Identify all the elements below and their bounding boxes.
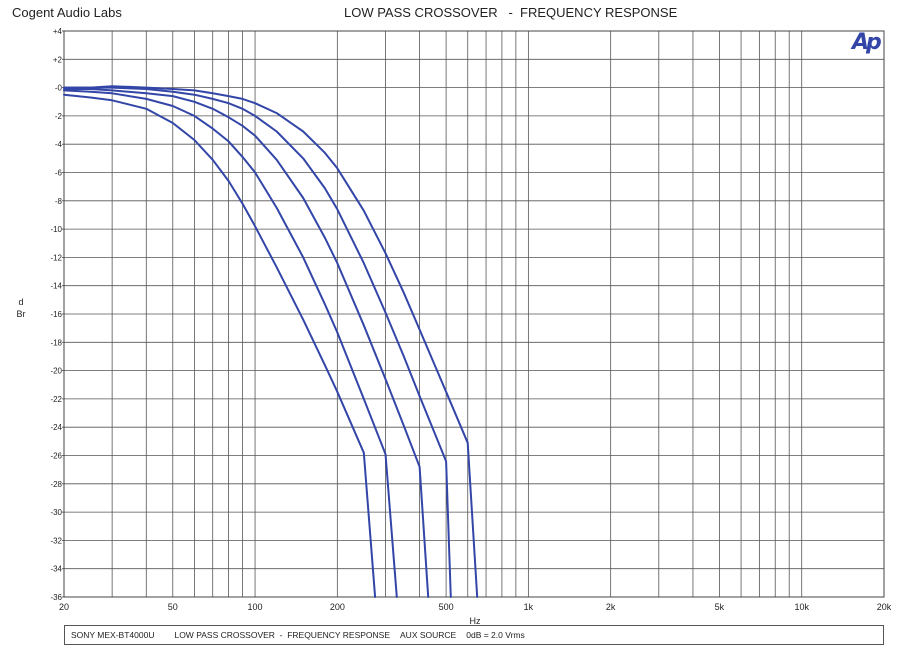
y-tick-label: -18 <box>50 338 62 347</box>
series-line-1 <box>63 93 377 598</box>
x-tick-label: 200 <box>330 602 345 612</box>
x-tick-label: 2k <box>606 602 616 612</box>
y-tick-label: -14 <box>50 282 62 291</box>
y-tick-label: -36 <box>50 593 62 602</box>
y-tick-label: -16 <box>50 310 62 319</box>
series-line-4 <box>63 86 452 598</box>
x-tick-label: 20k <box>877 602 892 612</box>
grid <box>63 30 885 598</box>
y-tick-label: -12 <box>50 253 62 262</box>
x-tick-label: 20 <box>59 602 69 612</box>
series-line-2 <box>63 89 398 598</box>
y-tick-label: -22 <box>50 395 62 404</box>
y-tick-label: -0 <box>55 84 63 93</box>
y-tick-label: -6 <box>55 169 63 178</box>
footer-device: SONY MEX-BT4000U <box>71 630 155 640</box>
y-tick-label: -28 <box>50 480 62 489</box>
y-tick-label: +4 <box>53 27 63 36</box>
series-line-3 <box>63 88 430 598</box>
ap-logo: Ap <box>852 30 882 55</box>
y-axis-label: dBr <box>16 297 26 319</box>
y-tick-label: +2 <box>53 55 63 64</box>
x-axis-label: Hz <box>470 616 481 626</box>
y-tick-label: -24 <box>50 423 62 432</box>
x-tick-labels: 20 50 100 200 500 1k 2k 5k 10k 20k <box>59 602 892 612</box>
x-tick-label: 500 <box>439 602 454 612</box>
series-line-5 <box>63 85 479 598</box>
y-tick-label: -4 <box>55 140 63 149</box>
y-tick-label: -20 <box>50 367 62 376</box>
footer-source: AUX SOURCE <box>400 630 457 640</box>
y-tick-label: -8 <box>55 197 63 206</box>
y-tick-labels: +4 +2 -0 -2 -4 -6 -8 -10 -12 -14 -16 -18 -20 -22 -24 -2… <box>50 27 64 602</box>
footer-info-box: SONY MEX-BT4000U LOW PASS CROSSOVER - FRE… <box>64 625 884 645</box>
chart-title: LOW PASS CROSSOVER - FREQUENCY RESPONSE <box>344 5 678 20</box>
series-lines <box>63 85 479 598</box>
company-name: Cogent Audio Labs <box>12 5 122 20</box>
y-tick-label: -30 <box>50 508 62 517</box>
x-tick-label: 10k <box>794 602 809 612</box>
y-tick-label: -32 <box>50 536 62 545</box>
x-tick-label: 1k <box>524 602 534 612</box>
y-tick-label: -26 <box>50 452 62 461</box>
x-tick-label: 50 <box>168 602 178 612</box>
x-tick-label: 5k <box>715 602 725 612</box>
y-tick-label: -2 <box>55 112 63 121</box>
footer-description: LOW PASS CROSSOVER - FREQUENCY RESPONSE <box>174 630 391 640</box>
x-tick-label: 100 <box>248 602 263 612</box>
y-tick-label: -10 <box>50 225 62 234</box>
footer-reference: 0dB = 2.0 Vrms <box>466 630 525 640</box>
y-tick-label: -34 <box>50 565 62 574</box>
